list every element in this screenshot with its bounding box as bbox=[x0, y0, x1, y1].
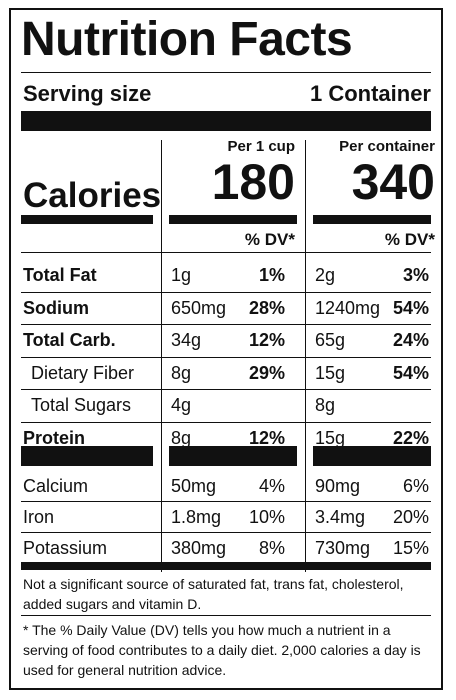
per-container-header: Per container bbox=[339, 138, 435, 155]
thick-divider bbox=[313, 215, 431, 224]
per-container-dv: 6% bbox=[402, 476, 429, 496]
per-cup-dv: 12% bbox=[248, 330, 285, 350]
per-container-amount: 2g bbox=[315, 265, 336, 285]
nutrient-name: Total Sugars bbox=[31, 395, 132, 415]
per-cup-dv: 28% bbox=[248, 297, 285, 318]
label-title: Nutrition Facts bbox=[21, 13, 353, 66]
row-divider bbox=[21, 389, 431, 390]
per-cup-dv: 8% bbox=[258, 538, 285, 558]
nutrient-row: Total Fat 1g 1% 2g 3% bbox=[21, 260, 431, 292]
nutrient-name: Calcium bbox=[23, 476, 89, 496]
per-container-amount: 15g bbox=[315, 362, 346, 383]
row-divider bbox=[21, 356, 431, 358]
per-container-amount: 90mg bbox=[315, 476, 361, 496]
nutrient-row: Calcium 50mg 4% 90mg 6% bbox=[21, 471, 431, 503]
column-divider bbox=[305, 140, 306, 572]
per-cup-header: Per 1 cup bbox=[227, 138, 295, 155]
per-cup-dv: 12% bbox=[248, 427, 285, 448]
per-cup-amount: 34g bbox=[171, 330, 202, 350]
per-cup-amount: 8g bbox=[171, 362, 192, 383]
row-divider bbox=[21, 291, 431, 293]
row-divider bbox=[21, 532, 431, 533]
row-divider bbox=[21, 421, 431, 423]
serving-size-label: Serving size bbox=[23, 81, 152, 106]
per-container-calories: 340 bbox=[351, 154, 435, 210]
row-divider bbox=[21, 501, 431, 502]
per-cup-dv-header: % DV* bbox=[244, 230, 295, 249]
per-cup-amount: 50mg bbox=[171, 476, 217, 496]
nutrient-row: Total Carb. 34g 12% 65g 24% bbox=[21, 325, 431, 357]
per-container-amount: 8g bbox=[315, 395, 336, 415]
per-container-dv: 15% bbox=[392, 538, 429, 558]
per-cup-dv: 10% bbox=[248, 507, 285, 527]
per-cup-amount: 380mg bbox=[171, 538, 227, 558]
thick-divider bbox=[169, 446, 297, 466]
per-container-dv-header: % DV* bbox=[384, 230, 435, 249]
nutrient-row: Total Sugars 4g 8g bbox=[21, 390, 431, 422]
per-cup-amount: 8g bbox=[171, 427, 192, 448]
per-container-amount: 730mg bbox=[315, 538, 371, 558]
nutrition-label: Nutrition Facts Serving size 1 Container… bbox=[9, 8, 443, 690]
per-container-amount: 3.4mg bbox=[315, 507, 366, 527]
nutrient-name: Protein bbox=[23, 427, 86, 448]
nutrient-name: Total Fat bbox=[23, 265, 97, 285]
per-container-amount: 15g bbox=[315, 427, 346, 448]
row-divider bbox=[21, 324, 431, 325]
divider bbox=[21, 72, 431, 73]
nutrient-row: Protein 8g 12% 15g 22% bbox=[21, 423, 431, 455]
thick-divider bbox=[169, 215, 297, 224]
nutrient-row: Sodium 650mg 28% 1240mg 54% bbox=[21, 293, 431, 325]
per-container-dv: 20% bbox=[392, 507, 429, 527]
thick-divider bbox=[21, 446, 153, 466]
nutrient-row: Iron 1.8mg 10% 3.4mg 20% bbox=[21, 502, 431, 534]
per-cup-amount: 650mg bbox=[171, 297, 227, 318]
serving-size-value: 1 Container bbox=[309, 81, 431, 106]
per-container-dv: 24% bbox=[392, 330, 429, 350]
per-cup-amount: 1.8mg bbox=[171, 507, 222, 527]
footnote-daily-value: * The % Daily Value (DV) tells you how m… bbox=[23, 622, 421, 678]
thick-divider bbox=[21, 215, 153, 224]
per-cup-dv: 1% bbox=[258, 265, 285, 285]
per-cup-calories: 180 bbox=[211, 154, 295, 210]
nutrient-row: Dietary Fiber 8g 29% 15g 54% bbox=[21, 358, 431, 390]
per-container-dv: 54% bbox=[392, 297, 429, 318]
column-divider bbox=[161, 140, 162, 572]
nutrient-row: Potassium 380mg 8% 730mg 15% bbox=[21, 533, 431, 565]
nutrient-name: Potassium bbox=[23, 538, 108, 558]
per-container-dv: 22% bbox=[392, 427, 429, 448]
per-cup-dv: 4% bbox=[258, 476, 285, 496]
footnote-sources: Not a significant source of saturated fa… bbox=[23, 576, 404, 612]
per-container-dv: 54% bbox=[392, 362, 429, 383]
per-container-amount: 1240mg bbox=[315, 297, 381, 318]
thick-divider bbox=[313, 446, 431, 466]
divider bbox=[21, 252, 431, 253]
per-cup-amount: 1g bbox=[171, 265, 192, 285]
nutrient-name: Sodium bbox=[23, 297, 89, 318]
per-container-amount: 65g bbox=[315, 330, 346, 350]
nutrient-name: Iron bbox=[23, 507, 55, 527]
per-container-dv: 3% bbox=[402, 265, 429, 285]
divider bbox=[21, 615, 431, 616]
calories-label: Calories bbox=[23, 176, 162, 215]
nutrient-name: Total Carb. bbox=[23, 330, 116, 350]
thick-divider bbox=[21, 562, 431, 570]
per-cup-dv: 29% bbox=[248, 362, 285, 383]
per-cup-amount: 4g bbox=[171, 395, 192, 415]
thick-divider bbox=[21, 111, 431, 131]
nutrient-name: Dietary Fiber bbox=[31, 362, 135, 383]
